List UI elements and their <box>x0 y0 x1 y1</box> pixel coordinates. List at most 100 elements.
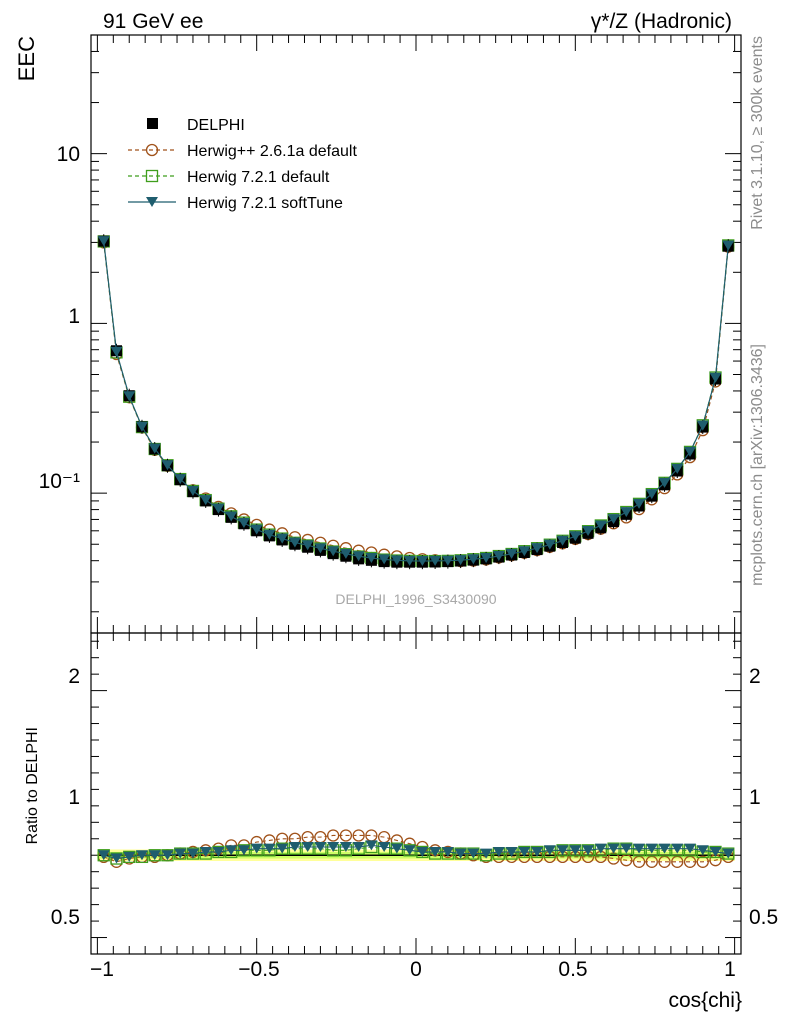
ratio-y-tick-label-1-right: 1 <box>749 786 761 809</box>
ratio-point-softtune <box>569 845 582 856</box>
legend-marker-delphi <box>147 118 158 129</box>
ratio-point-softtune <box>135 850 148 861</box>
legend-label-delphi: DELPHI <box>187 117 245 134</box>
ratio-point-softtune <box>620 843 633 854</box>
ratio-point-softtune <box>556 845 569 856</box>
main-point-softtune <box>186 485 199 496</box>
ratio-y-tick-label-0.5-left: 0.5 <box>51 906 80 929</box>
ratio-point-softtune <box>607 843 620 854</box>
main-point-softtune <box>288 537 301 548</box>
ratio-point-softtune <box>199 846 212 857</box>
main-point-softtune <box>671 463 684 474</box>
x-tick-label-minus-0.5: −0.5 <box>238 958 279 981</box>
x-tick-label-0.5: 0.5 <box>558 958 587 981</box>
ratio-point-herwig721 <box>390 842 404 855</box>
ratio-y-tick-label-2-right: 2 <box>749 665 761 688</box>
main-point-softtune <box>543 539 556 550</box>
legend-marker-herwigpp <box>145 143 159 157</box>
ratio-point-softtune <box>403 845 416 856</box>
x-tick-label-0: 0 <box>410 958 422 981</box>
ratio-point-herwig721 <box>97 849 110 862</box>
legend: DELPHI Herwig++ 2.6.1a default Herwig 7.… <box>128 117 357 212</box>
ratio-point-herwigpp <box>696 855 709 868</box>
main-point-softtune <box>633 498 646 509</box>
ratio-point-softtune <box>212 846 225 857</box>
main-point-softtune <box>263 529 276 540</box>
ratio-plot-frame <box>90 632 742 955</box>
main-point-softtune <box>594 520 607 531</box>
legend-marker-softtune <box>146 197 158 207</box>
main-point-softtune <box>390 555 403 566</box>
analysis-id-watermark: DELPHI_1996_S3430090 <box>335 591 496 607</box>
ratio-point-softtune <box>186 848 199 859</box>
main-point-softtune <box>684 446 697 457</box>
main-point-softtune <box>582 526 595 537</box>
ratio-series-layer <box>97 829 735 868</box>
ratio-y-tick-label-1-left: 1 <box>68 786 80 809</box>
main-point-softtune <box>467 554 480 565</box>
main-point-softtune <box>709 372 722 383</box>
ratio-point-herwig721 <box>110 852 123 865</box>
ratio-point-softtune <box>365 840 378 851</box>
main-point-softtune <box>569 531 582 542</box>
ratio-point-softtune <box>327 842 340 852</box>
ratio-point-softtune <box>237 845 250 856</box>
main-point-softtune <box>607 514 620 525</box>
ratio-point-softtune <box>633 843 646 854</box>
ratio-point-herwigpp <box>352 829 365 842</box>
main-point-softtune <box>352 551 365 562</box>
ratio-point-herwig721 <box>722 847 735 860</box>
main-point-softtune <box>403 555 416 566</box>
ratio-point-softtune <box>250 843 263 854</box>
main-point-softtune <box>237 517 250 528</box>
ratio-y-axis-title: Ratio to DELPHI <box>24 727 41 844</box>
main-point-softtune <box>327 546 340 557</box>
ratio-point-softtune <box>110 853 123 864</box>
main-point-softtune <box>301 540 314 551</box>
main-point-softtune <box>696 420 709 431</box>
ratio-point-softtune <box>378 842 391 852</box>
main-point-softtune <box>620 507 633 518</box>
ratio-point-softtune <box>709 846 722 857</box>
ratio-point-softtune <box>352 842 365 852</box>
main-point-softtune <box>416 556 429 567</box>
ratio-point-softtune <box>454 848 467 859</box>
main-y-tick-label-10: 10 <box>57 143 80 166</box>
main-point-softtune <box>365 552 378 563</box>
ratio-point-softtune <box>722 848 735 859</box>
ratio-point-softtune <box>645 843 658 854</box>
legend-label-softtune: Herwig 7.2.1 softTune <box>187 195 343 212</box>
ratio-point-softtune <box>148 850 161 861</box>
main-point-softtune <box>135 421 148 432</box>
main-point-softtune <box>722 240 735 251</box>
ratio-point-softtune <box>288 842 301 852</box>
ratio-point-softtune <box>671 843 684 854</box>
ratio-point-softtune <box>97 850 110 861</box>
ratio-point-herwig721 <box>403 844 416 857</box>
main-point-softtune <box>225 511 238 522</box>
ratio-point-herwigpp <box>327 829 340 842</box>
main-point-softtune <box>441 555 454 566</box>
ratio-point-softtune <box>696 845 709 856</box>
ratio-point-softtune <box>594 843 607 854</box>
ratio-point-softtune <box>339 842 352 852</box>
ratio-point-softtune <box>582 845 595 856</box>
main-point-softtune <box>378 554 391 565</box>
header-left-label: 91 GeV ee <box>103 10 203 33</box>
main-point-softtune <box>429 555 442 566</box>
ratio-point-softtune <box>684 843 697 854</box>
x-axis-title: cos{chi} <box>668 989 742 1012</box>
main-point-softtune <box>110 346 123 357</box>
ratio-y-tick-label-2-left: 2 <box>68 665 80 688</box>
main-point-softtune <box>148 443 161 454</box>
main-point-softtune <box>97 236 110 247</box>
x-tick-label-minus-1: −1 <box>90 958 114 981</box>
rivet-version-label: Rivet 3.1.10, ≥ 300k events <box>749 36 766 230</box>
main-point-softtune <box>492 551 505 562</box>
axis-ticks <box>91 34 741 954</box>
ratio-point-softtune <box>161 850 174 861</box>
ratio-point-softtune <box>276 843 289 854</box>
ratio-point-softtune <box>492 846 505 857</box>
